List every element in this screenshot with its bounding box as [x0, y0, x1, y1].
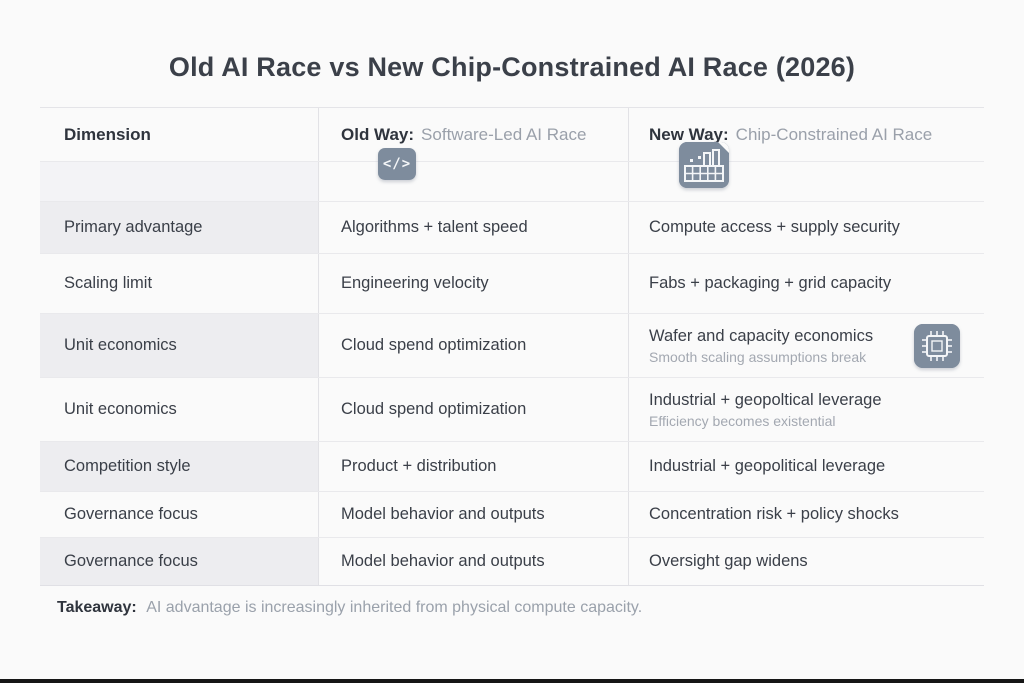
dimension-cell: Competition style: [40, 442, 318, 491]
table-row: Primary advantage Algorithms + talent sp…: [40, 202, 984, 254]
takeaway: Takeaway: AI advantage is increasingly i…: [57, 599, 642, 617]
new-way-main-text: Industrial + geopoltical leverage: [649, 390, 882, 409]
new-way-label: New Way:: [649, 124, 729, 144]
old-way-cell: Cloud spend optimization: [318, 314, 628, 377]
table-header-row: Dimension Old Way: Software-Led AI Race …: [40, 108, 984, 162]
new-way-value: Chip-Constrained AI Race: [735, 124, 933, 144]
old-way-cell: Engineering velocity: [318, 254, 628, 313]
bottom-bar: [0, 679, 1024, 683]
new-way-cell: Concentration risk + policy shocks: [628, 492, 984, 537]
dimension-cell: Governance focus: [64, 505, 198, 523]
new-way-sub-text: Smooth scaling assumptions break: [649, 348, 867, 365]
dimension-cell: Primary advantage: [40, 202, 318, 253]
new-way-main-text: Wafer and capacity economics: [649, 326, 874, 345]
new-way-cell: Wafer and capacity economics Smooth scal…: [628, 314, 984, 377]
dimension-cell: Unit economics: [40, 314, 318, 377]
takeaway-label: Takeaway:: [57, 599, 137, 616]
icon-row-dimension-cell: [40, 162, 318, 201]
header-old-way: Old Way: Software-Led AI Race: [318, 108, 628, 161]
icon-row-new-cell: [628, 142, 984, 201]
new-way-cell: Compute access + supply security: [628, 202, 984, 253]
header-new-way: New Way: Chip-Constrained AI Race: [628, 108, 984, 161]
code-icon: </>: [378, 148, 416, 180]
new-way-cell: Industrial + geopoltical leverage Effici…: [628, 378, 984, 441]
table-row: Governance focus Model behavior and outp…: [40, 492, 984, 538]
dimension-cell: Scaling limit: [64, 274, 153, 292]
table-row: Unit economics Cloud spend optimization …: [40, 378, 984, 442]
comparison-table: Dimension Old Way: Software-Led AI Race …: [40, 107, 984, 586]
new-way-sub-text: Efficiency becomes existential: [649, 412, 836, 429]
table-row: Competition style Product + distribution…: [40, 442, 984, 492]
old-way-cell: Model behavior and outputs: [318, 538, 628, 585]
page-title: Old AI Race vs New Chip-Constrained AI R…: [168, 52, 856, 82]
chip-icon: [914, 323, 960, 368]
table-row: Governance focus Model behavior and outp…: [40, 538, 984, 585]
header-dimension: Dimension: [64, 124, 151, 144]
old-way-cell: Product + distribution: [318, 442, 628, 491]
dimension-cell: Unit economics: [64, 400, 177, 418]
old-way-cell: Model behavior and outputs: [318, 492, 628, 537]
old-way-cell: Algorithms + talent speed: [318, 202, 628, 253]
dimension-cell: Governance focus: [40, 538, 318, 585]
old-way-cell: Cloud spend optimization: [318, 378, 628, 441]
new-way-cell: Fabs + packaging + grid capacity: [628, 254, 984, 313]
old-way-value: Software-Led AI Race: [421, 124, 587, 144]
new-way-cell: Oversight gap widens: [628, 538, 984, 585]
table-row: Scaling limit Engineering velocity Fabs …: [40, 254, 984, 314]
factory-icon: [679, 142, 729, 188]
takeaway-text: AI advantage is increasingly inherited f…: [146, 599, 643, 616]
old-way-label: Old Way:: [341, 124, 415, 144]
icon-row-old-cell: </>: [318, 148, 628, 201]
icon-row: </>: [40, 142, 984, 202]
new-way-cell: Industrial + geopolitical leverage: [628, 442, 984, 491]
table-row: Unit economics Cloud spend optimization …: [40, 314, 984, 378]
